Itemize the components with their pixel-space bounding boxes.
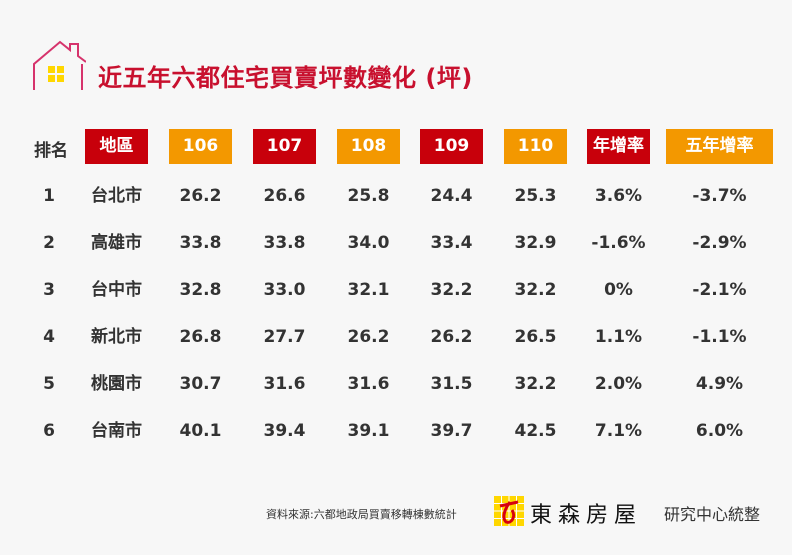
value-110: 32.2: [514, 280, 557, 300]
value-107: 31.6: [263, 374, 306, 394]
rank: 5: [43, 374, 55, 394]
value-yoy: 2.0%: [594, 374, 643, 394]
value-110: 25.3: [514, 186, 557, 206]
rank: 3: [43, 280, 55, 300]
value-110: 26.5: [514, 327, 557, 347]
value-106: 30.7: [179, 374, 222, 394]
value-106: 26.2: [179, 186, 222, 206]
value-107: 39.4: [263, 421, 306, 441]
value-107: 33.0: [263, 280, 306, 300]
value-109: 39.7: [430, 421, 473, 441]
page-title: 近五年六都住宅買賣坪數變化 (坪): [98, 64, 473, 92]
table-row: 4 新北市 26.8 27.7 26.2 26.2 26.5 1.1% -1.1…: [0, 322, 792, 352]
header-five-year: 五年增率: [666, 129, 773, 164]
table-row: 1 台北市 26.2 26.6 25.8 24.4 25.3 3.6% -3.7…: [0, 181, 792, 211]
value-107: 33.8: [263, 233, 306, 253]
rank: 2: [43, 233, 55, 253]
header-106: 106: [169, 129, 232, 164]
value-109: 26.2: [430, 327, 473, 347]
value-107: 26.6: [263, 186, 306, 206]
header-107: 107: [253, 129, 316, 164]
value-106: 40.1: [179, 421, 222, 441]
rank: 1: [43, 186, 55, 206]
value-109: 24.4: [430, 186, 473, 206]
value-five-year: 4.9%: [695, 374, 744, 394]
value-yoy: 7.1%: [594, 421, 643, 441]
dongsen-logo-icon: [494, 496, 524, 526]
header-109: 109: [420, 129, 483, 164]
value-109: 31.5: [430, 374, 473, 394]
city: 台中市: [91, 280, 142, 300]
value-108: 39.1: [347, 421, 390, 441]
city: 桃園市: [91, 374, 142, 394]
value-yoy: -1.6%: [591, 233, 646, 253]
header-yoy: 年增率: [587, 129, 650, 164]
value-110: 42.5: [514, 421, 557, 441]
brand-name: 東森房屋: [530, 503, 643, 528]
value-106: 26.8: [179, 327, 222, 347]
value-106: 33.8: [179, 233, 222, 253]
city: 高雄市: [91, 233, 142, 253]
value-five-year: 6.0%: [695, 421, 744, 441]
value-five-year: -2.9%: [692, 233, 747, 253]
value-108: 25.8: [347, 186, 390, 206]
value-110: 32.9: [514, 233, 557, 253]
rank: 6: [43, 421, 55, 441]
value-yoy: 1.1%: [594, 327, 643, 347]
value-108: 32.1: [347, 280, 390, 300]
value-five-year: -2.1%: [692, 280, 747, 300]
value-108: 31.6: [347, 374, 390, 394]
data-source: 資料來源:六都地政局買賣移轉棟數統計: [266, 508, 457, 521]
footer: 資料來源:六都地政局買賣移轉棟數統計 東森房屋 研究中心統整: [0, 496, 792, 530]
value-109: 33.4: [430, 233, 473, 253]
city: 新北市: [91, 327, 142, 347]
header-108: 108: [337, 129, 400, 164]
value-five-year: -3.7%: [692, 186, 747, 206]
value-108: 26.2: [347, 327, 390, 347]
value-five-year: -1.1%: [692, 327, 747, 347]
table-row: 3 台中市 32.8 33.0 32.1 32.2 32.2 0% -2.1%: [0, 275, 792, 305]
value-110: 32.2: [514, 374, 557, 394]
table-row: 2 高雄市 33.8 33.8 34.0 33.4 32.9 -1.6% -2.…: [0, 228, 792, 258]
table-row: 6 台南市 40.1 39.4 39.1 39.7 42.5 7.1% 6.0%: [0, 416, 792, 446]
department: 研究中心統整: [664, 505, 761, 524]
header-110: 110: [504, 129, 567, 164]
value-108: 34.0: [347, 233, 390, 253]
value-yoy: 3.6%: [594, 186, 643, 206]
rank-header: 排名: [34, 141, 68, 161]
value-109: 32.2: [430, 280, 473, 300]
house-icon: [33, 40, 86, 90]
header-region: 地區: [85, 129, 148, 164]
table-row: 5 桃園市 30.7 31.6 31.6 31.5 32.2 2.0% 4.9%: [0, 369, 792, 399]
city: 台南市: [91, 421, 142, 441]
value-107: 27.7: [263, 327, 306, 347]
rank: 4: [43, 327, 55, 347]
city: 台北市: [91, 186, 142, 206]
value-yoy: 0%: [604, 280, 633, 300]
value-106: 32.8: [179, 280, 222, 300]
